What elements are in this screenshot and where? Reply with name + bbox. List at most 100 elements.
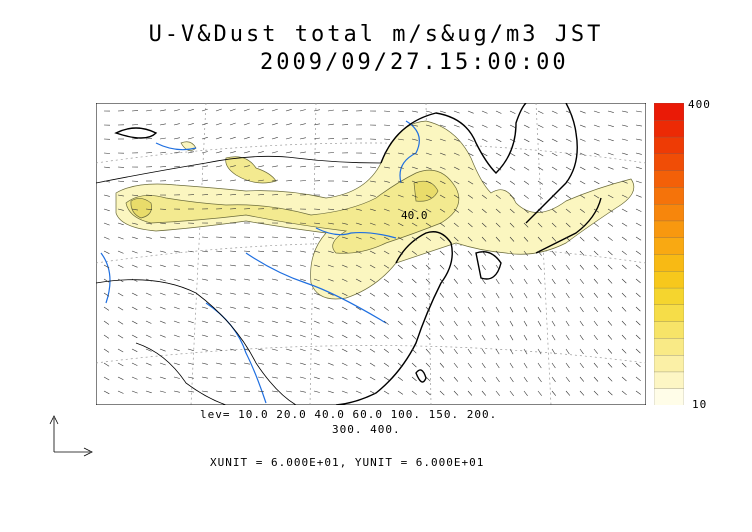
- wind-vector: [271, 165, 278, 168]
- wind-vector: [537, 320, 542, 327]
- wind-vector: [397, 250, 404, 255]
- wind-vector: [383, 166, 390, 169]
- wind-vector: [257, 306, 264, 309]
- wind-vector: [579, 166, 586, 171]
- wind-vector: [621, 194, 628, 198]
- wind-vector: [425, 306, 431, 312]
- wind-vector: [551, 138, 558, 142]
- wind-vector: [551, 306, 556, 313]
- wind-vector: [439, 138, 446, 142]
- wind-vector: [159, 236, 166, 239]
- wind-vector: [607, 124, 614, 127]
- wind-vector: [271, 278, 278, 281]
- wind-vector: [201, 306, 208, 309]
- wind-vector: [523, 166, 530, 171]
- wind-vector: [215, 194, 223, 196]
- wind-vector: [285, 165, 292, 168]
- wind-vector: [453, 222, 459, 228]
- wind-vector: [425, 180, 432, 184]
- wind-vector: [621, 180, 628, 184]
- wind-vector: [509, 320, 514, 327]
- wind-vector: [551, 166, 558, 171]
- wind-vector: [537, 362, 542, 369]
- wind-vector: [607, 208, 614, 213]
- wind-vector: [635, 138, 642, 141]
- wind-vector: [593, 376, 599, 382]
- wind-vector: [621, 348, 627, 354]
- wind-vector: [341, 292, 348, 296]
- wind-vector: [523, 180, 530, 185]
- wind-vector: [145, 250, 152, 253]
- wind-vector: [159, 151, 166, 154]
- wind-vector: [495, 292, 500, 299]
- colorbar-band: [654, 136, 684, 154]
- wind-vector: [229, 108, 236, 112]
- wind-vector: [607, 348, 613, 354]
- wind-vector: [467, 278, 472, 284]
- wind-vector: [257, 348, 264, 351]
- wind-vector: [187, 390, 194, 393]
- wind-vector: [117, 236, 124, 240]
- wind-vector: [425, 250, 431, 256]
- wind-vector: [243, 264, 250, 267]
- wind-vector: [229, 306, 236, 309]
- wind-vector: [425, 222, 432, 227]
- wind-vector: [271, 390, 278, 393]
- wind-vector: [425, 152, 432, 156]
- wind-vector: [243, 306, 250, 309]
- wind-vector: [565, 292, 570, 299]
- wind-vector: [579, 138, 586, 142]
- colorbar-band: [654, 337, 684, 356]
- wind-vector: [187, 320, 194, 324]
- wind-vector: [341, 376, 348, 380]
- wind-vector: [453, 278, 459, 284]
- wind-vector: [229, 334, 236, 337]
- wind-vector: [397, 166, 404, 169]
- wind-vector: [341, 278, 348, 282]
- wind-vector: [551, 208, 557, 214]
- wind-vector: [313, 109, 320, 112]
- wind-vector: [607, 222, 614, 227]
- wind-vector: [201, 278, 208, 281]
- wind-vector: [509, 278, 514, 285]
- wind-vector: [593, 306, 598, 312]
- wind-vector: [635, 306, 641, 312]
- wind-vector: [215, 278, 222, 281]
- wind-vector: [383, 320, 389, 325]
- wind-vectors: [103, 108, 642, 396]
- wind-vector: [271, 264, 278, 267]
- wind-vector: [537, 222, 543, 228]
- wind-vector: [327, 222, 334, 225]
- wind-vector: [341, 110, 349, 112]
- wind-vector: [229, 348, 236, 351]
- wind-vector: [523, 334, 528, 341]
- wind-vector: [201, 194, 209, 196]
- wind-vector: [579, 222, 585, 228]
- wind-vector: [509, 222, 515, 228]
- wind-vector: [131, 110, 139, 112]
- wind-vector: [411, 236, 418, 241]
- wind-vector: [145, 334, 152, 338]
- wind-vector: [187, 165, 194, 168]
- wind-vector: [453, 390, 459, 396]
- wind-vector: [621, 124, 628, 127]
- wind-vector: [201, 250, 208, 253]
- wind-vector: [131, 208, 138, 211]
- wind-vector: [593, 194, 600, 199]
- wind-vector: [397, 138, 404, 141]
- wind-vector: [579, 278, 584, 284]
- wind-vector: [411, 124, 418, 127]
- wind-vector: [341, 250, 348, 254]
- wind-vector: [509, 250, 514, 256]
- wind-vector: [159, 123, 166, 126]
- wind-vector: [341, 348, 348, 352]
- wind-vector: [593, 250, 599, 256]
- wind-vector: [383, 194, 390, 198]
- wind-vector: [635, 362, 641, 368]
- wind-vector: [187, 250, 194, 253]
- wind-vector: [243, 151, 250, 154]
- wind-vector: [495, 390, 500, 396]
- wind-vector: [159, 166, 167, 168]
- wind-vector: [131, 250, 138, 254]
- wind-vector: [579, 180, 586, 185]
